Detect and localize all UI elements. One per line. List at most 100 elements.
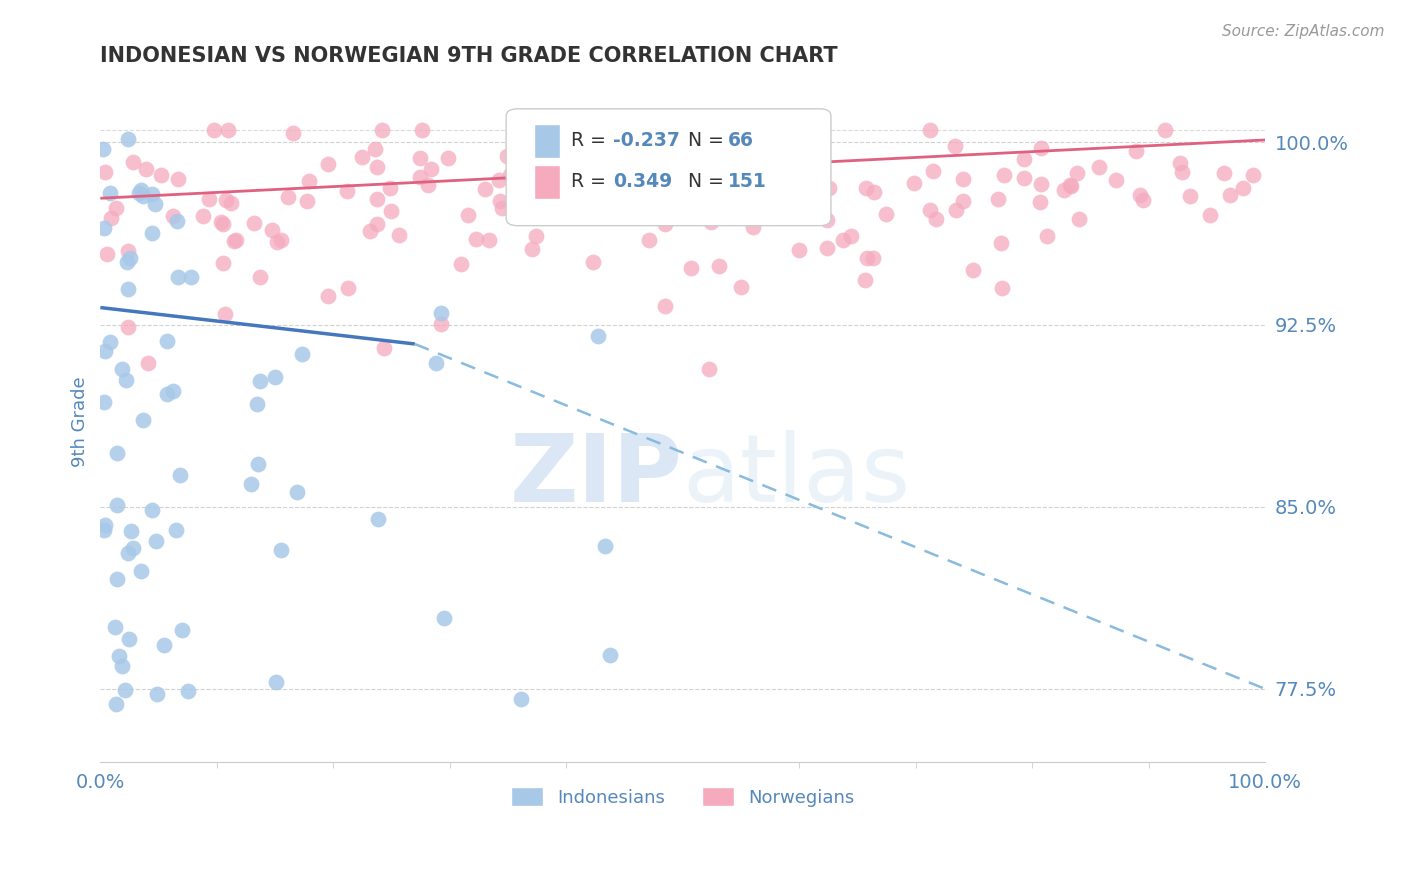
Point (752, 163, 775, 178)
Point (599, 648, 621, 662)
Text: R =: R = (571, 131, 612, 151)
Point (990, 235, 1012, 250)
Point (270, 233, 292, 247)
Point (118, 632, 141, 646)
Point (409, 152, 432, 166)
Point (277, 190, 299, 204)
Point (491, 201, 513, 215)
Point (1219, 188, 1241, 202)
Point (1035, 229, 1057, 244)
Point (224, 234, 246, 248)
Point (863, 185, 886, 199)
Point (93, 395, 115, 409)
Text: atlas: atlas (683, 430, 911, 522)
Point (117, 282, 139, 296)
Point (283, 126, 305, 140)
Point (509, 152, 531, 166)
Point (162, 384, 184, 398)
Point (212, 217, 235, 231)
Point (1067, 212, 1090, 227)
Point (626, 133, 648, 147)
Point (582, 199, 605, 213)
Point (264, 369, 287, 384)
Point (582, 254, 605, 268)
Point (815, 241, 838, 255)
Point (165, 523, 187, 537)
Point (94, 344, 117, 359)
Point (1199, 208, 1222, 222)
Point (1153, 123, 1175, 137)
Point (217, 123, 239, 137)
Point (654, 299, 676, 313)
Point (1031, 141, 1053, 155)
Point (117, 244, 139, 258)
Point (853, 273, 876, 287)
Point (433, 610, 456, 624)
Point (862, 251, 884, 265)
Point (249, 374, 271, 388)
Point (98, 335, 121, 350)
Point (240, 477, 263, 491)
Point (522, 242, 544, 256)
Point (499, 168, 522, 182)
Text: -0.237: -0.237 (613, 131, 681, 151)
Point (96, 247, 118, 261)
Point (225, 233, 247, 247)
Point (510, 691, 533, 706)
Point (366, 192, 388, 206)
Text: N =: N = (688, 131, 730, 151)
Point (141, 503, 163, 517)
Point (952, 172, 974, 186)
Point (1241, 168, 1264, 182)
Point (962, 263, 984, 277)
Text: Source: ZipAtlas.com: Source: ZipAtlas.com (1222, 24, 1385, 39)
Point (98, 186, 121, 200)
Legend: Indonesians, Norwegians: Indonesians, Norwegians (503, 780, 862, 814)
Point (378, 181, 401, 195)
Point (839, 228, 862, 243)
Point (1012, 152, 1035, 166)
Point (918, 123, 941, 137)
Text: 0.349: 0.349 (613, 172, 672, 192)
Point (922, 164, 945, 178)
Y-axis label: 9th Grade: 9th Grade (72, 376, 89, 467)
Point (336, 281, 359, 295)
Point (416, 178, 439, 193)
Point (1066, 166, 1088, 180)
Point (654, 217, 676, 231)
Point (1178, 188, 1201, 202)
Point (496, 149, 519, 163)
Point (270, 542, 292, 557)
Point (105, 446, 128, 460)
Point (655, 163, 678, 178)
Point (156, 386, 179, 401)
Point (117, 132, 139, 146)
Point (465, 232, 488, 246)
Point (141, 226, 163, 240)
Point (586, 329, 609, 343)
Point (488, 172, 510, 186)
Point (105, 698, 128, 712)
Point (145, 533, 167, 548)
Point (1031, 177, 1053, 191)
Point (100, 211, 122, 225)
Point (787, 243, 810, 257)
Point (371, 123, 394, 137)
Point (678, 194, 700, 209)
Point (143, 196, 166, 211)
Point (644, 209, 666, 223)
Point (107, 649, 129, 664)
Point (815, 213, 838, 227)
Point (111, 362, 134, 376)
Point (613, 174, 636, 188)
Point (419, 161, 441, 176)
Point (117, 319, 139, 334)
Point (516, 195, 538, 210)
Point (709, 260, 731, 274)
Point (136, 356, 159, 370)
Point (918, 203, 941, 218)
Point (366, 217, 388, 231)
Point (104, 620, 127, 634)
Text: N =: N = (688, 172, 730, 192)
Point (146, 687, 169, 701)
